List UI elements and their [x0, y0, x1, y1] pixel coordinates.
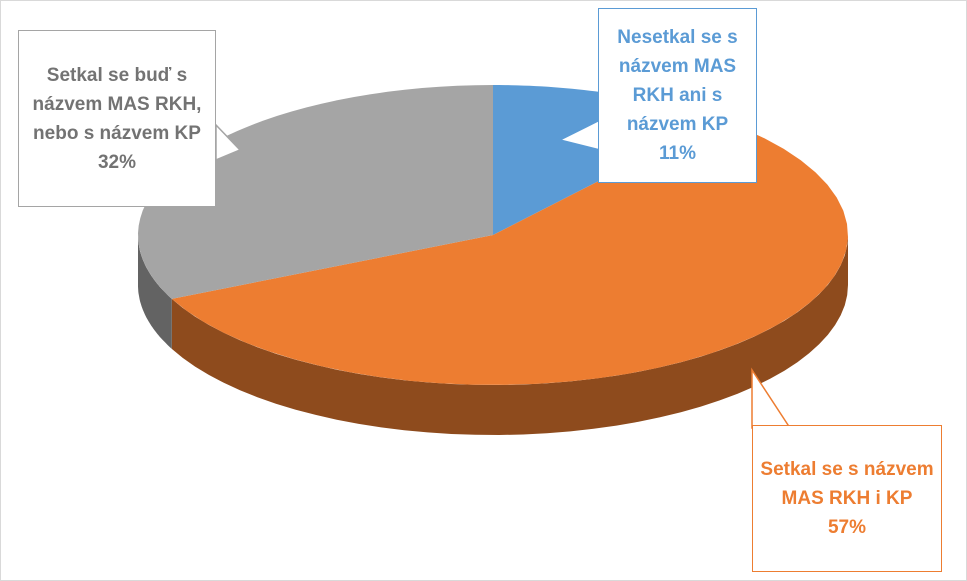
- slice-side: [138, 235, 172, 349]
- callout-pointer: [215, 123, 242, 162]
- slice: [171, 119, 849, 385]
- slice-side: [171, 235, 849, 435]
- value-label: 11%: [659, 143, 696, 164]
- legend-label: Nesetkal se s názvem MAS RKH ani s názve…: [617, 27, 738, 135]
- value-label: 57%: [827, 517, 867, 538]
- legend-label: Setkal se s názvem MAS RKH i KP: [760, 459, 934, 509]
- legend-label: Setkal se buď s názvem MAS RKH, nebo s n…: [32, 64, 202, 144]
- data-label: Setkal se buď s názvem MAS RKH, nebo s n…: [18, 30, 216, 207]
- data-label: Nesetkal se s názvem MAS RKH ani s názve…: [598, 8, 757, 183]
- data-label: Setkal se s názvem MAS RKH i KP 57%: [752, 425, 942, 572]
- value-label: 32%: [97, 151, 137, 173]
- slice-sides: [138, 235, 849, 435]
